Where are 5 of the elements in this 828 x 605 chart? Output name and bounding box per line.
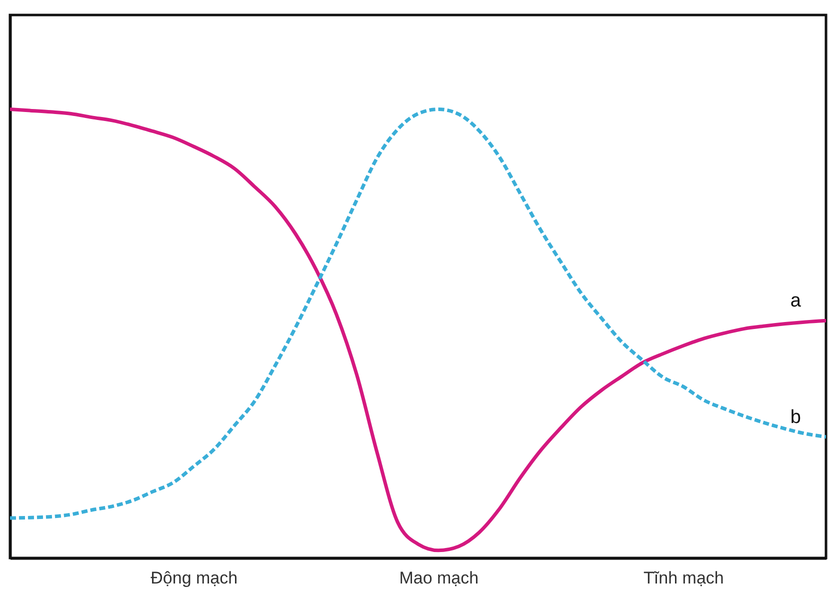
series-label: b — [790, 406, 801, 428]
series-label: a — [790, 290, 802, 312]
x-tick-label: Mao mạch — [399, 568, 479, 588]
x-tick-label: Động mạch — [150, 568, 238, 588]
x-tick-label: Tĩnh mạch — [644, 568, 724, 588]
